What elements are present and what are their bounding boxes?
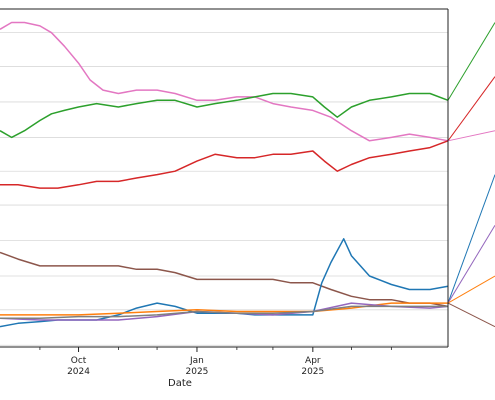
- connector-line-2: [447, 130, 495, 142]
- x-tick-label-2: Apr: [305, 356, 321, 366]
- series-line-0: [0, 21, 449, 142]
- connector-line-5: [447, 275, 495, 304]
- connector-line-0: [447, 22, 495, 101]
- connector-lines: [447, 22, 495, 328]
- connector-line-1: [447, 76, 495, 142]
- x-axis-label: Date: [168, 378, 192, 389]
- series-line-5: [0, 302, 448, 316]
- series-line-7: [0, 305, 448, 320]
- connector-line-6: [447, 302, 495, 328]
- x-tick-sublabel-0: 2024: [67, 367, 90, 377]
- grid-lines: [0, 32, 448, 346]
- x-tick-label-1: Jan: [189, 356, 204, 366]
- axes: [0, 8, 449, 348]
- connector-line-3: [447, 174, 495, 304]
- series-lines: [0, 21, 449, 328]
- x-tick-sublabel-1: 2025: [186, 367, 209, 377]
- x-tick-label-0: Oct: [71, 356, 87, 366]
- series-line-4: [0, 238, 449, 328]
- connector-line-4: [447, 225, 495, 304]
- series-line-1: [0, 92, 449, 139]
- series-line-2: [0, 140, 449, 189]
- series-line-3: [0, 251, 449, 308]
- x-tick-sublabel-2: 2025: [301, 367, 324, 377]
